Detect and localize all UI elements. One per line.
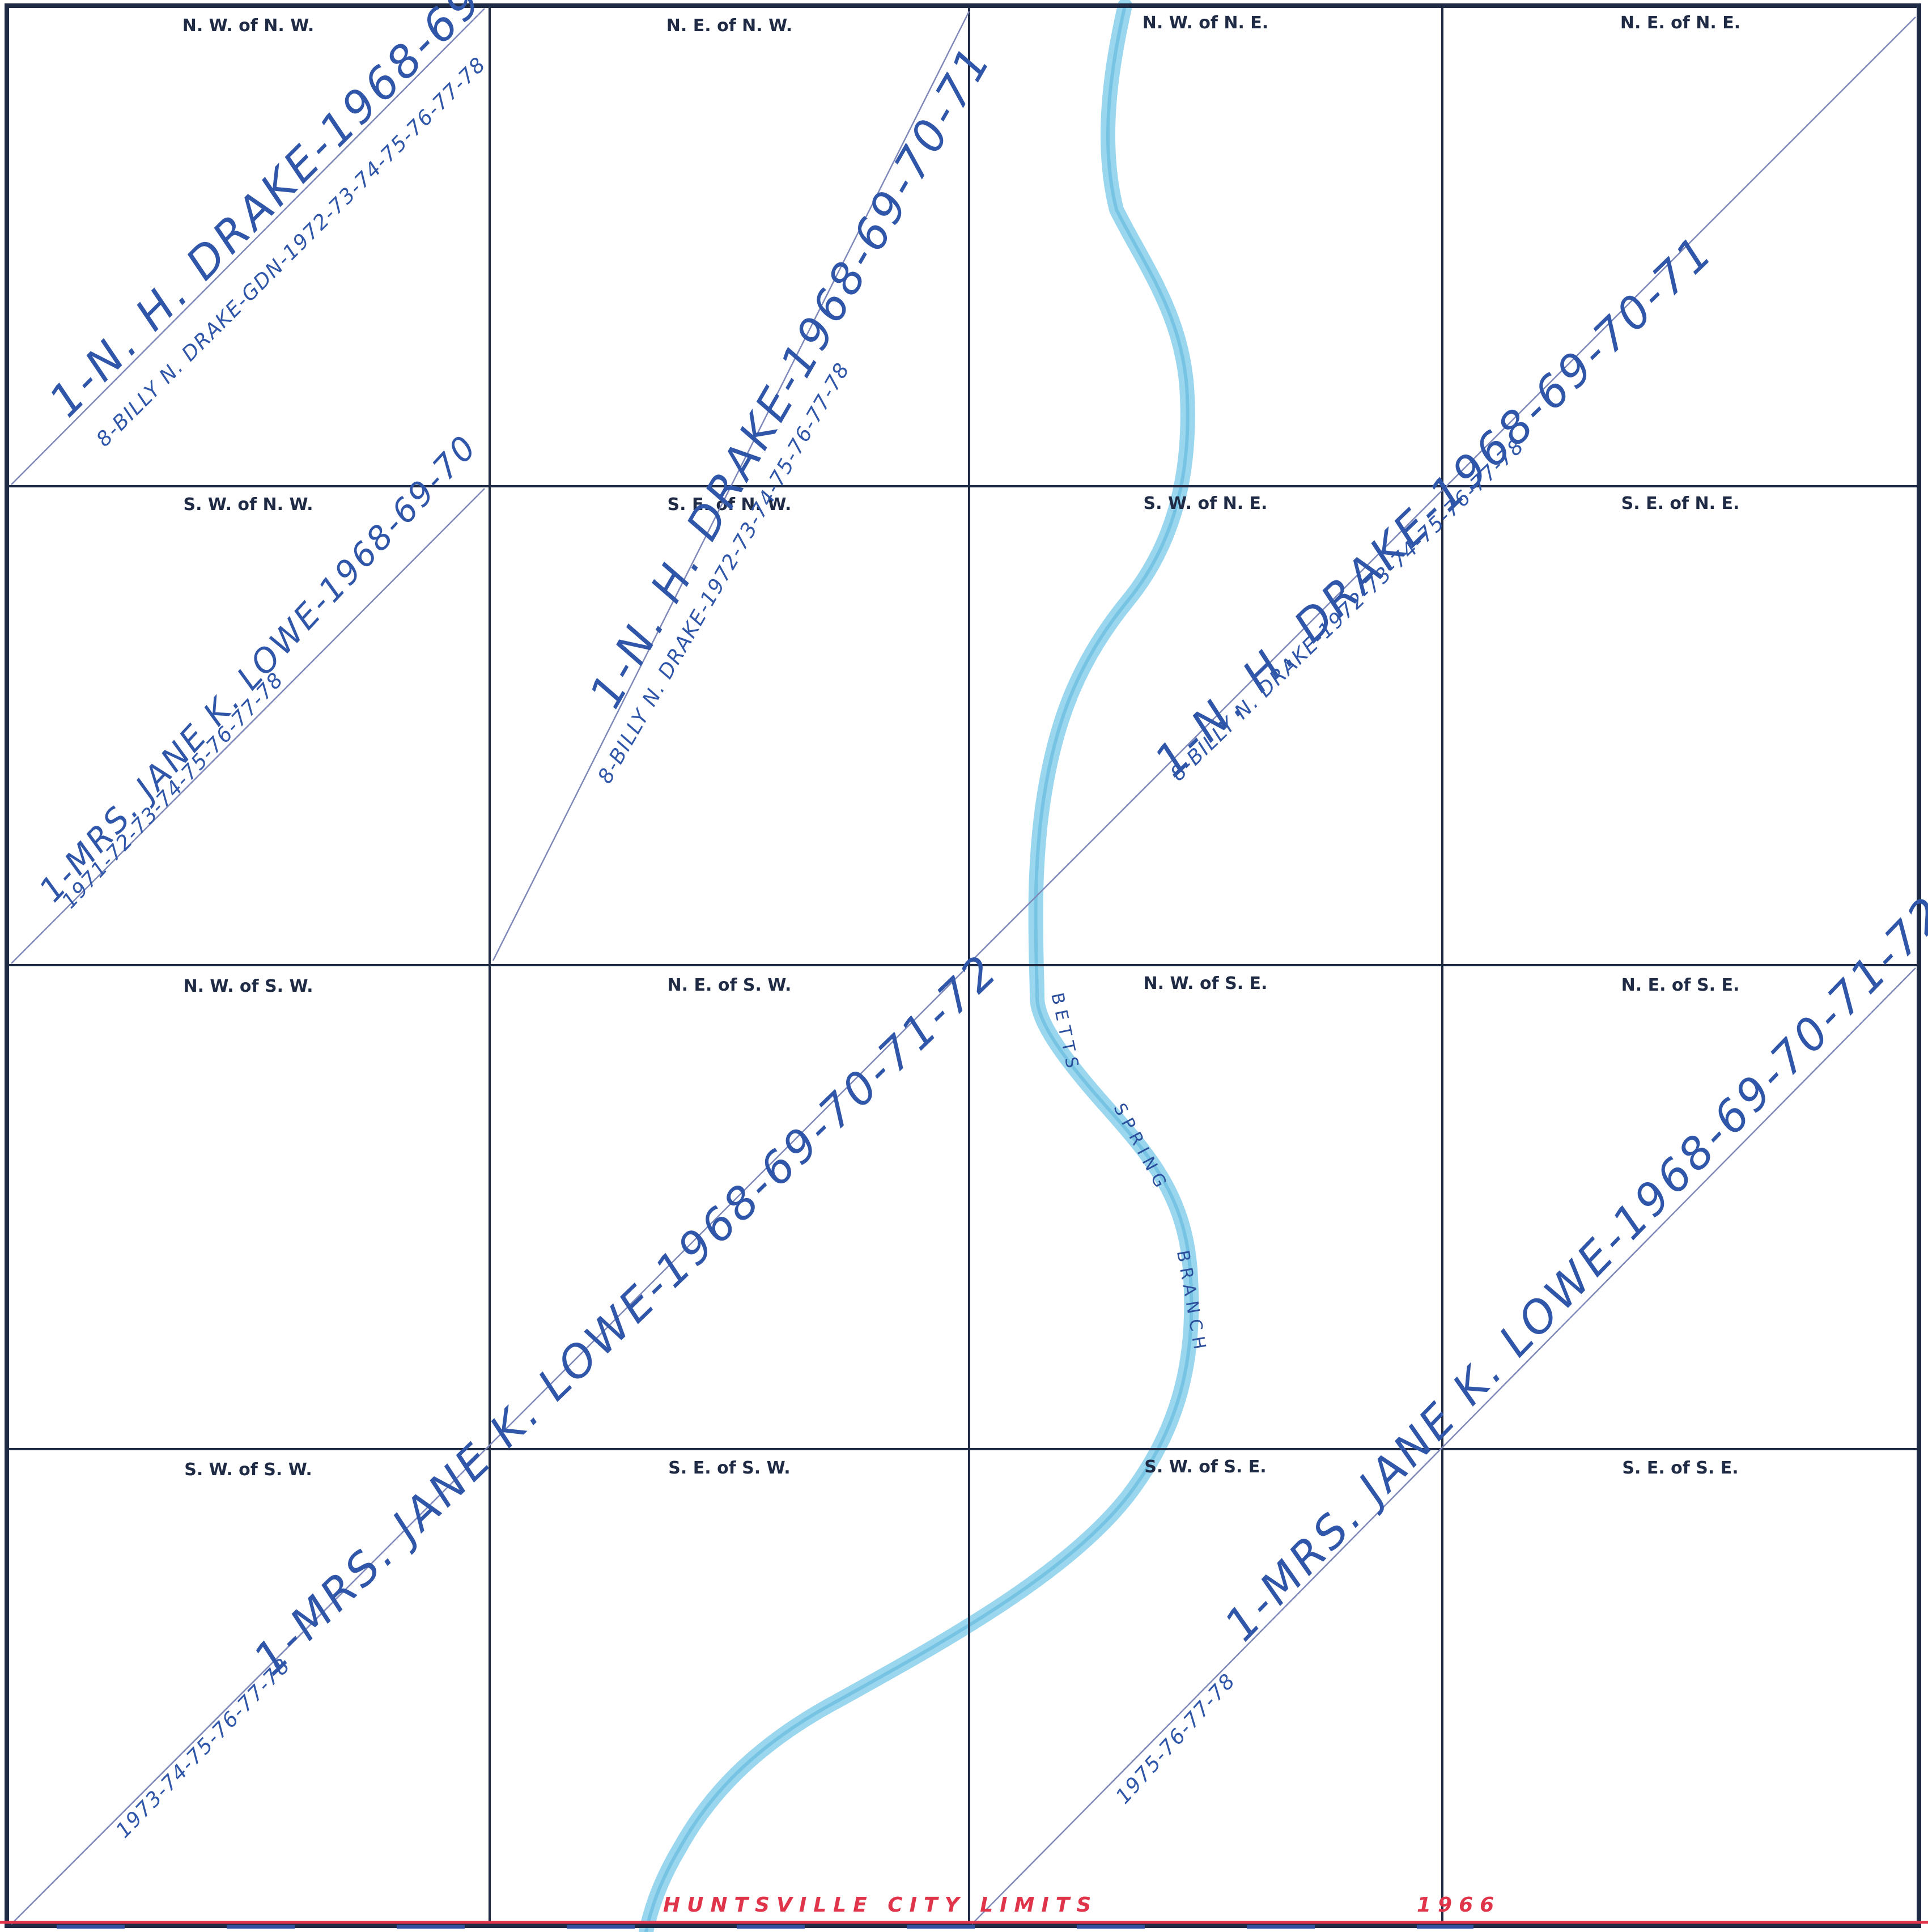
cell-label-nw-nw: N. W. of N. W. [182,16,315,36]
cell-label-se-se: S. E. of S. E. [1622,1458,1738,1478]
creek-core-line [644,4,1194,1932]
diagonal-line-nw-nw [11,8,485,485]
cell-label-sw-sw: S. W. of S. W. [184,1460,312,1480]
cell-label-sw-nw: S. W. of N. W. [183,495,313,515]
cell-label-nw-se: N. W. of S. E. [1144,974,1268,993]
ne-nw-owner-text: 1-N. H. DRAKE-1968-69-70-71 [580,37,1002,716]
cell-label-nw-sw: N. W. of S. W. [183,976,313,996]
cell-label-ne-nw: N. E. of N. W. [666,16,792,36]
sw-quarter-owner-text: 1-MRS. JANE K. LOWE-1968-69-70-71-72 [244,944,1009,1685]
cell-label-se-nw: S. E. of N. W. [668,495,792,515]
city-limits-label: HUNTSVILLE CITY LIMITS [663,1893,1098,1917]
sw-quarter-years-text: 1973-74-75-76-77-78 [112,1654,295,1842]
se-quarter-years-text: 1975-76-77-78 [1111,1669,1240,1808]
diagonal-line-sw-quarter [11,967,967,1925]
diagonal-line-sw-nw [11,488,485,964]
cell-label-ne-sw: N. E. of S. W. [668,975,792,995]
diagonal-line-ne-ne [971,16,1916,961]
city-limits-year: 1966 [1417,1893,1501,1917]
diagonal-line-ne-nw [492,11,970,961]
ne-nw-heir-text: 8-BILLY N. DRAKE-1972-73-74-75-76-77-78 [593,359,855,788]
diagonal-line-se-quarter [971,967,1916,1925]
cell-label-se-ne: S. E. of N. E. [1621,494,1740,513]
se-quarter-owner-text: 1-MRS. JANE K. LOWE-1968-69-70-71-72-73-… [1215,768,1928,1651]
cell-label-se-sw: S. E. of S. W. [668,1458,790,1478]
nw-nw-heir-text: 8-BILLY N. DRAKE-GDN-1972-73-74-75-76-77… [92,53,490,451]
cell-label-ne-ne: N. E. of N. E. [1620,13,1740,33]
creek-label-spring: SPRING [1109,1100,1173,1196]
cell-label-ne-se: N. E. of S. E. [1621,975,1740,995]
cell-label-sw-se: S. W. of S. E. [1144,1457,1266,1477]
creek-label-branch: BRANCH [1173,1249,1211,1356]
cell-label-sw-ne: S. W. of N. E. [1144,494,1268,513]
cell-label-nw-ne: N. W. of N. E. [1143,13,1268,33]
creek-line [639,0,1199,1932]
sw-nw-years-text: 1971-72-73-74-75-76-77-78 [58,668,288,914]
